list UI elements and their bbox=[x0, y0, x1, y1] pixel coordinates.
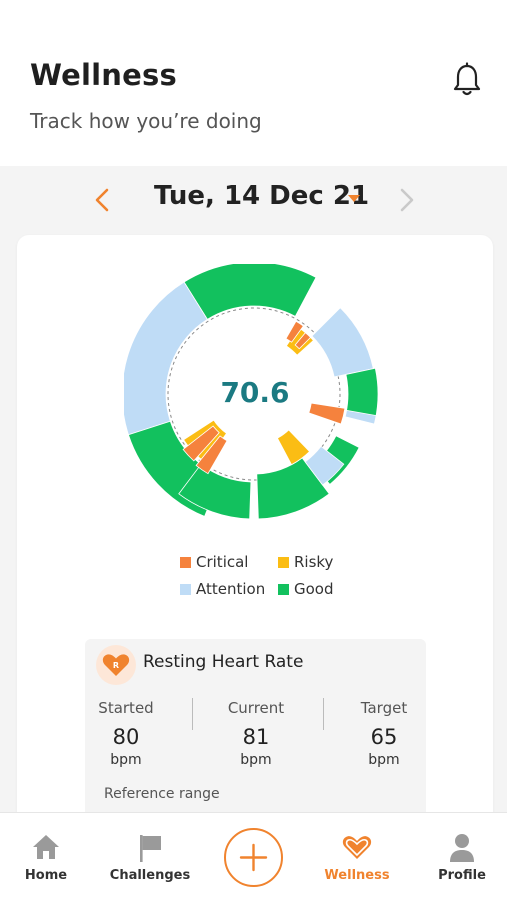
legend-label: Critical bbox=[196, 553, 249, 571]
legend-item-good: Good bbox=[278, 580, 334, 598]
caret-down-icon[interactable] bbox=[346, 192, 362, 204]
divider bbox=[192, 698, 193, 730]
wellness-score: 70.6 bbox=[220, 376, 290, 409]
legend-item-attention: Attention bbox=[180, 580, 265, 598]
badge-letter: R bbox=[113, 661, 119, 670]
tab-home[interactable]: Home bbox=[0, 813, 96, 900]
donut-segment-critical bbox=[285, 320, 304, 343]
current-date[interactable]: Tue, 14 Dec 21 bbox=[154, 181, 370, 211]
donut-segment-attention bbox=[124, 281, 208, 436]
chart-legend: Critical Risky Attention Good bbox=[180, 553, 360, 609]
donut-segment-good bbox=[183, 264, 317, 320]
current-label: Current bbox=[227, 699, 285, 717]
divider bbox=[323, 698, 324, 730]
page-subtitle: Track how you’re doing bbox=[30, 109, 262, 133]
target-label: Target bbox=[360, 699, 408, 717]
legend-swatch bbox=[180, 583, 191, 595]
resting-heart-rate-panel[interactable]: R Resting Heart Rate Started 80 bpm Curr… bbox=[85, 639, 426, 839]
add-button[interactable] bbox=[224, 828, 283, 887]
donut-segment-attention bbox=[344, 409, 377, 425]
legend-swatch bbox=[278, 583, 289, 595]
tab-wellness[interactable]: Wellness bbox=[307, 813, 407, 900]
tab-label: Profile bbox=[438, 868, 486, 883]
reference-range-label: Reference range bbox=[104, 786, 220, 802]
date-selector: Tue, 14 Dec 21 bbox=[0, 176, 507, 224]
page-title: Wellness bbox=[30, 58, 177, 92]
tab-challenges[interactable]: Challenges bbox=[100, 813, 200, 900]
tab-label: Home bbox=[24, 868, 68, 883]
wellness-donut-chart bbox=[124, 264, 379, 520]
donut-segment-attention bbox=[304, 445, 345, 486]
legend-item-risky: Risky bbox=[278, 553, 333, 571]
current-unit: bpm bbox=[240, 752, 272, 768]
heart-icon: R bbox=[102, 654, 130, 676]
bell-icon[interactable] bbox=[451, 62, 483, 98]
started-value: 80 bbox=[112, 725, 140, 749]
heart-badge: R bbox=[96, 645, 136, 685]
metric-current: Current 81 bpm bbox=[206, 699, 306, 768]
bottom-tab-bar: Home Challenges Wellness Profile bbox=[0, 812, 507, 900]
heart-icon bbox=[342, 836, 372, 859]
legend-label: Good bbox=[294, 580, 334, 598]
header: Wellness Track how you’re doing bbox=[0, 0, 507, 166]
started-unit: bpm bbox=[110, 752, 142, 768]
tab-profile[interactable]: Profile bbox=[412, 813, 507, 900]
legend-label: Attention bbox=[196, 580, 266, 598]
person-icon bbox=[450, 834, 474, 862]
chevron-right-icon[interactable] bbox=[394, 184, 420, 216]
donut-segment-critical bbox=[182, 425, 220, 462]
legend-swatch bbox=[180, 556, 191, 568]
chart-inner-ring bbox=[167, 307, 341, 481]
flag-icon bbox=[140, 835, 161, 862]
donut-segment-risky bbox=[276, 429, 311, 466]
target-unit: bpm bbox=[368, 752, 400, 768]
metric-started: Started 80 bpm bbox=[76, 699, 176, 768]
metric-target: Target 65 bpm bbox=[334, 699, 434, 768]
target-value: 65 bbox=[370, 725, 398, 749]
donut-segment-attention bbox=[311, 307, 374, 378]
legend-swatch bbox=[278, 556, 289, 568]
tab-label: Wellness bbox=[324, 868, 390, 883]
plus-icon bbox=[239, 843, 268, 872]
legend-item-critical: Critical bbox=[180, 553, 248, 571]
metric-title: Resting Heart Rate bbox=[143, 652, 304, 672]
donut-segment-critical bbox=[308, 402, 346, 425]
home-icon bbox=[33, 835, 59, 859]
donut-segment-critical bbox=[195, 435, 228, 475]
legend-label: Risky bbox=[294, 553, 334, 571]
started-label: Started bbox=[98, 699, 154, 717]
donut-segment-critical bbox=[294, 332, 312, 350]
donut-segment-good bbox=[178, 463, 252, 520]
current-value: 81 bbox=[242, 725, 270, 749]
tab-label: Challenges bbox=[109, 868, 191, 883]
chevron-left-icon[interactable] bbox=[88, 184, 114, 216]
